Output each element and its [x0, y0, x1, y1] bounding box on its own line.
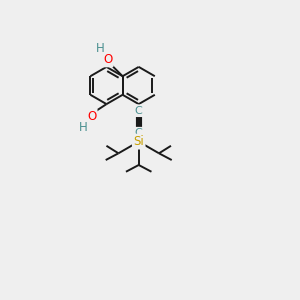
Text: O: O [87, 110, 96, 123]
Text: C: C [135, 106, 142, 116]
Text: C: C [135, 128, 142, 138]
Text: H: H [79, 121, 88, 134]
Text: Si: Si [133, 135, 144, 148]
Text: H: H [95, 41, 104, 55]
Text: O: O [103, 53, 112, 66]
